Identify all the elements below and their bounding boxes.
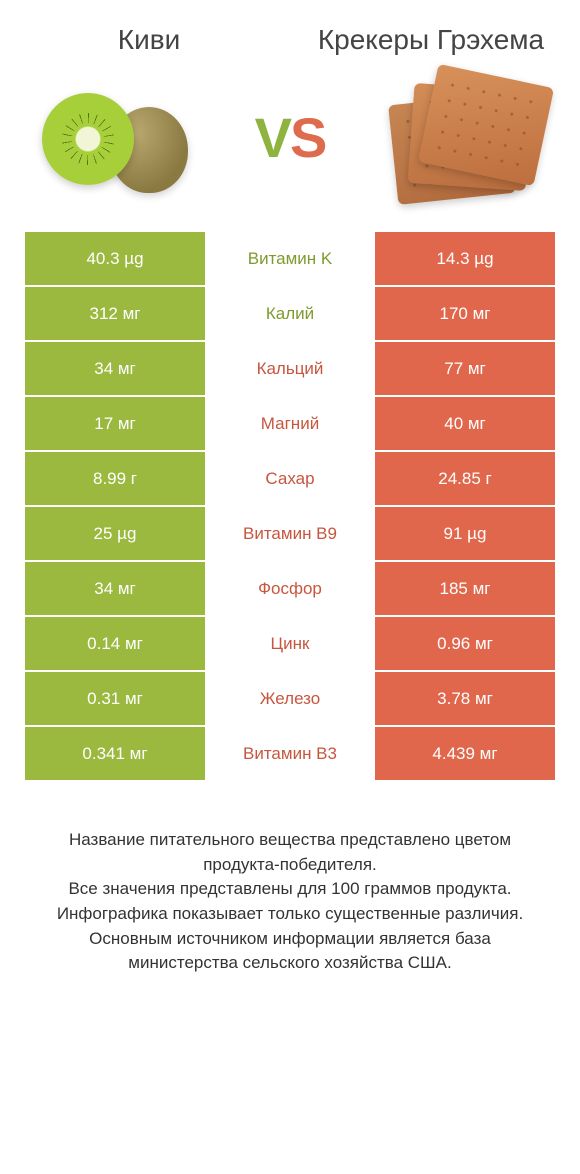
table-row: 34 мгФосфор185 мг	[25, 562, 555, 617]
right-value-cell: 77 мг	[375, 342, 555, 395]
right-value-cell: 24.85 г	[375, 452, 555, 505]
vs-label: VS	[255, 110, 326, 166]
left-value-cell: 40.3 µg	[25, 232, 205, 285]
nutrient-label: Витамин B9	[205, 524, 375, 544]
right-food-title: Крекеры Грэхема	[300, 24, 562, 56]
left-value-cell: 312 мг	[25, 287, 205, 340]
cracker-icon	[382, 68, 552, 208]
left-value-cell: 17 мг	[25, 397, 205, 450]
nutrient-label: Фосфор	[205, 579, 375, 599]
right-value-cell: 40 мг	[375, 397, 555, 450]
table-row: 0.14 мгЦинк0.96 мг	[25, 617, 555, 672]
table-row: 0.341 мгВитамин B34.439 мг	[25, 727, 555, 782]
table-row: 40.3 µgВитамин K14.3 µg	[25, 232, 555, 287]
nutrient-label: Цинк	[205, 634, 375, 654]
footer-line: Все значения представлены для 100 граммо…	[44, 877, 536, 902]
nutrient-label: Кальций	[205, 359, 375, 379]
vs-s: S	[290, 110, 325, 166]
kiwi-icon	[28, 68, 198, 208]
left-value-cell: 34 мг	[25, 342, 205, 395]
right-value-cell: 91 µg	[375, 507, 555, 560]
footer-line: Основным источником информации является …	[44, 927, 536, 976]
table-row: 8.99 гСахар24.85 г	[25, 452, 555, 507]
left-value-cell: 34 мг	[25, 562, 205, 615]
nutrient-label: Сахар	[205, 469, 375, 489]
vs-v: V	[255, 110, 290, 166]
right-value-cell: 3.78 мг	[375, 672, 555, 725]
table-row: 17 мгМагний40 мг	[25, 397, 555, 452]
nutrient-label: Витамин K	[205, 249, 375, 269]
table-row: 0.31 мгЖелезо3.78 мг	[25, 672, 555, 727]
footer-line: Инфографика показывает только существенн…	[44, 902, 536, 927]
left-value-cell: 25 µg	[25, 507, 205, 560]
table-row: 312 мгКалий170 мг	[25, 287, 555, 342]
nutrition-table: 40.3 µgВитамин K14.3 µg312 мгКалий170 мг…	[25, 232, 555, 782]
nutrient-label: Железо	[205, 689, 375, 709]
left-food-title: Киви	[18, 24, 280, 56]
right-value-cell: 0.96 мг	[375, 617, 555, 670]
nutrient-label: Калий	[205, 304, 375, 324]
nutrient-label: Витамин B3	[205, 744, 375, 764]
right-value-cell: 185 мг	[375, 562, 555, 615]
table-row: 25 µgВитамин B991 µg	[25, 507, 555, 562]
left-value-cell: 0.14 мг	[25, 617, 205, 670]
right-value-cell: 14.3 µg	[375, 232, 555, 285]
hero-row: VS	[18, 68, 562, 208]
infographic-container: Киви Крекеры Грэхема VS 40.3 µgВитамин K…	[0, 0, 580, 976]
nutrient-label: Магний	[205, 414, 375, 434]
footer-line: Название питательного вещества представл…	[44, 828, 536, 877]
footer-notes: Название питательного вещества представл…	[18, 828, 562, 976]
right-value-cell: 170 мг	[375, 287, 555, 340]
left-value-cell: 8.99 г	[25, 452, 205, 505]
right-value-cell: 4.439 мг	[375, 727, 555, 780]
titles-row: Киви Крекеры Грэхема	[18, 24, 562, 56]
left-value-cell: 0.341 мг	[25, 727, 205, 780]
table-row: 34 мгКальций77 мг	[25, 342, 555, 397]
left-value-cell: 0.31 мг	[25, 672, 205, 725]
